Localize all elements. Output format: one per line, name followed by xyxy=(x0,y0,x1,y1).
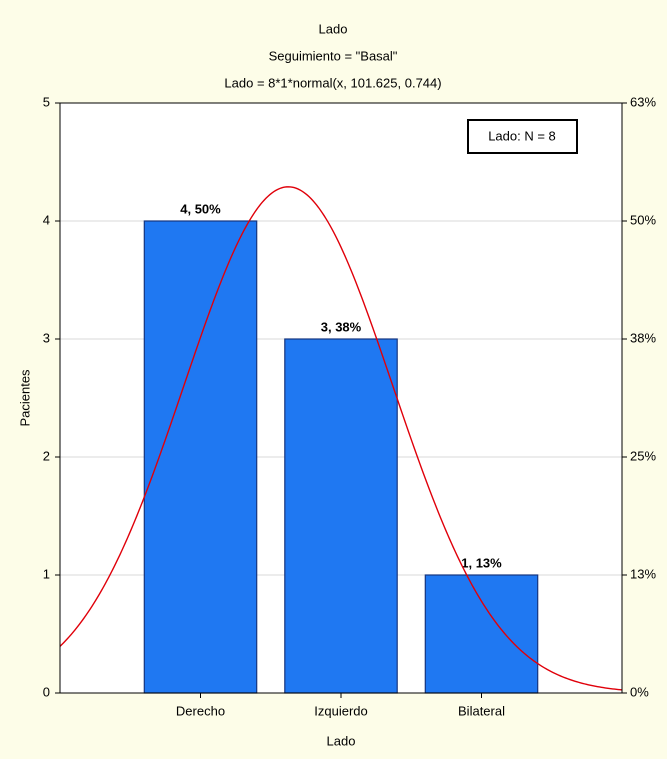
y2-tick-label: 63% xyxy=(630,94,656,109)
legend-text: Lado: N = 8 xyxy=(488,128,556,143)
value-label: 3, 38% xyxy=(321,319,362,334)
x-tick-label: Bilateral xyxy=(458,703,505,718)
y-tick-label: 5 xyxy=(43,94,50,109)
y2-tick-label: 38% xyxy=(630,330,656,345)
y-tick-label: 1 xyxy=(43,566,50,581)
y-tick-label: 0 xyxy=(43,684,50,699)
bar xyxy=(143,220,258,694)
chart-subtitle: Seguimiento = "Basal" xyxy=(269,48,398,63)
y-tick-label: 4 xyxy=(43,212,50,227)
value-label: 4, 50% xyxy=(180,201,221,216)
y2-tick-label: 25% xyxy=(630,448,656,463)
y2-tick-label: 13% xyxy=(630,566,656,581)
bar xyxy=(284,338,398,694)
y2-tick-label: 50% xyxy=(630,212,656,227)
x-tick-label: Izquierdo xyxy=(314,703,367,718)
value-label: 1, 13% xyxy=(461,555,502,570)
y-tick-label: 2 xyxy=(43,448,50,463)
x-axis-label: Lado xyxy=(327,733,356,748)
formula: Lado = 8*1*normal(x, 101.625, 0.744) xyxy=(224,75,441,90)
legend-box xyxy=(467,119,578,154)
y-tick-label: 3 xyxy=(43,330,50,345)
y2-tick-label: 0% xyxy=(630,684,649,699)
y-axis-label: Pacientes xyxy=(17,369,32,427)
x-tick-label: Derecho xyxy=(176,703,225,718)
chart-title: Lado xyxy=(319,21,348,36)
plot-frame xyxy=(59,102,623,694)
bar xyxy=(424,574,539,694)
fit-curve xyxy=(59,186,623,691)
